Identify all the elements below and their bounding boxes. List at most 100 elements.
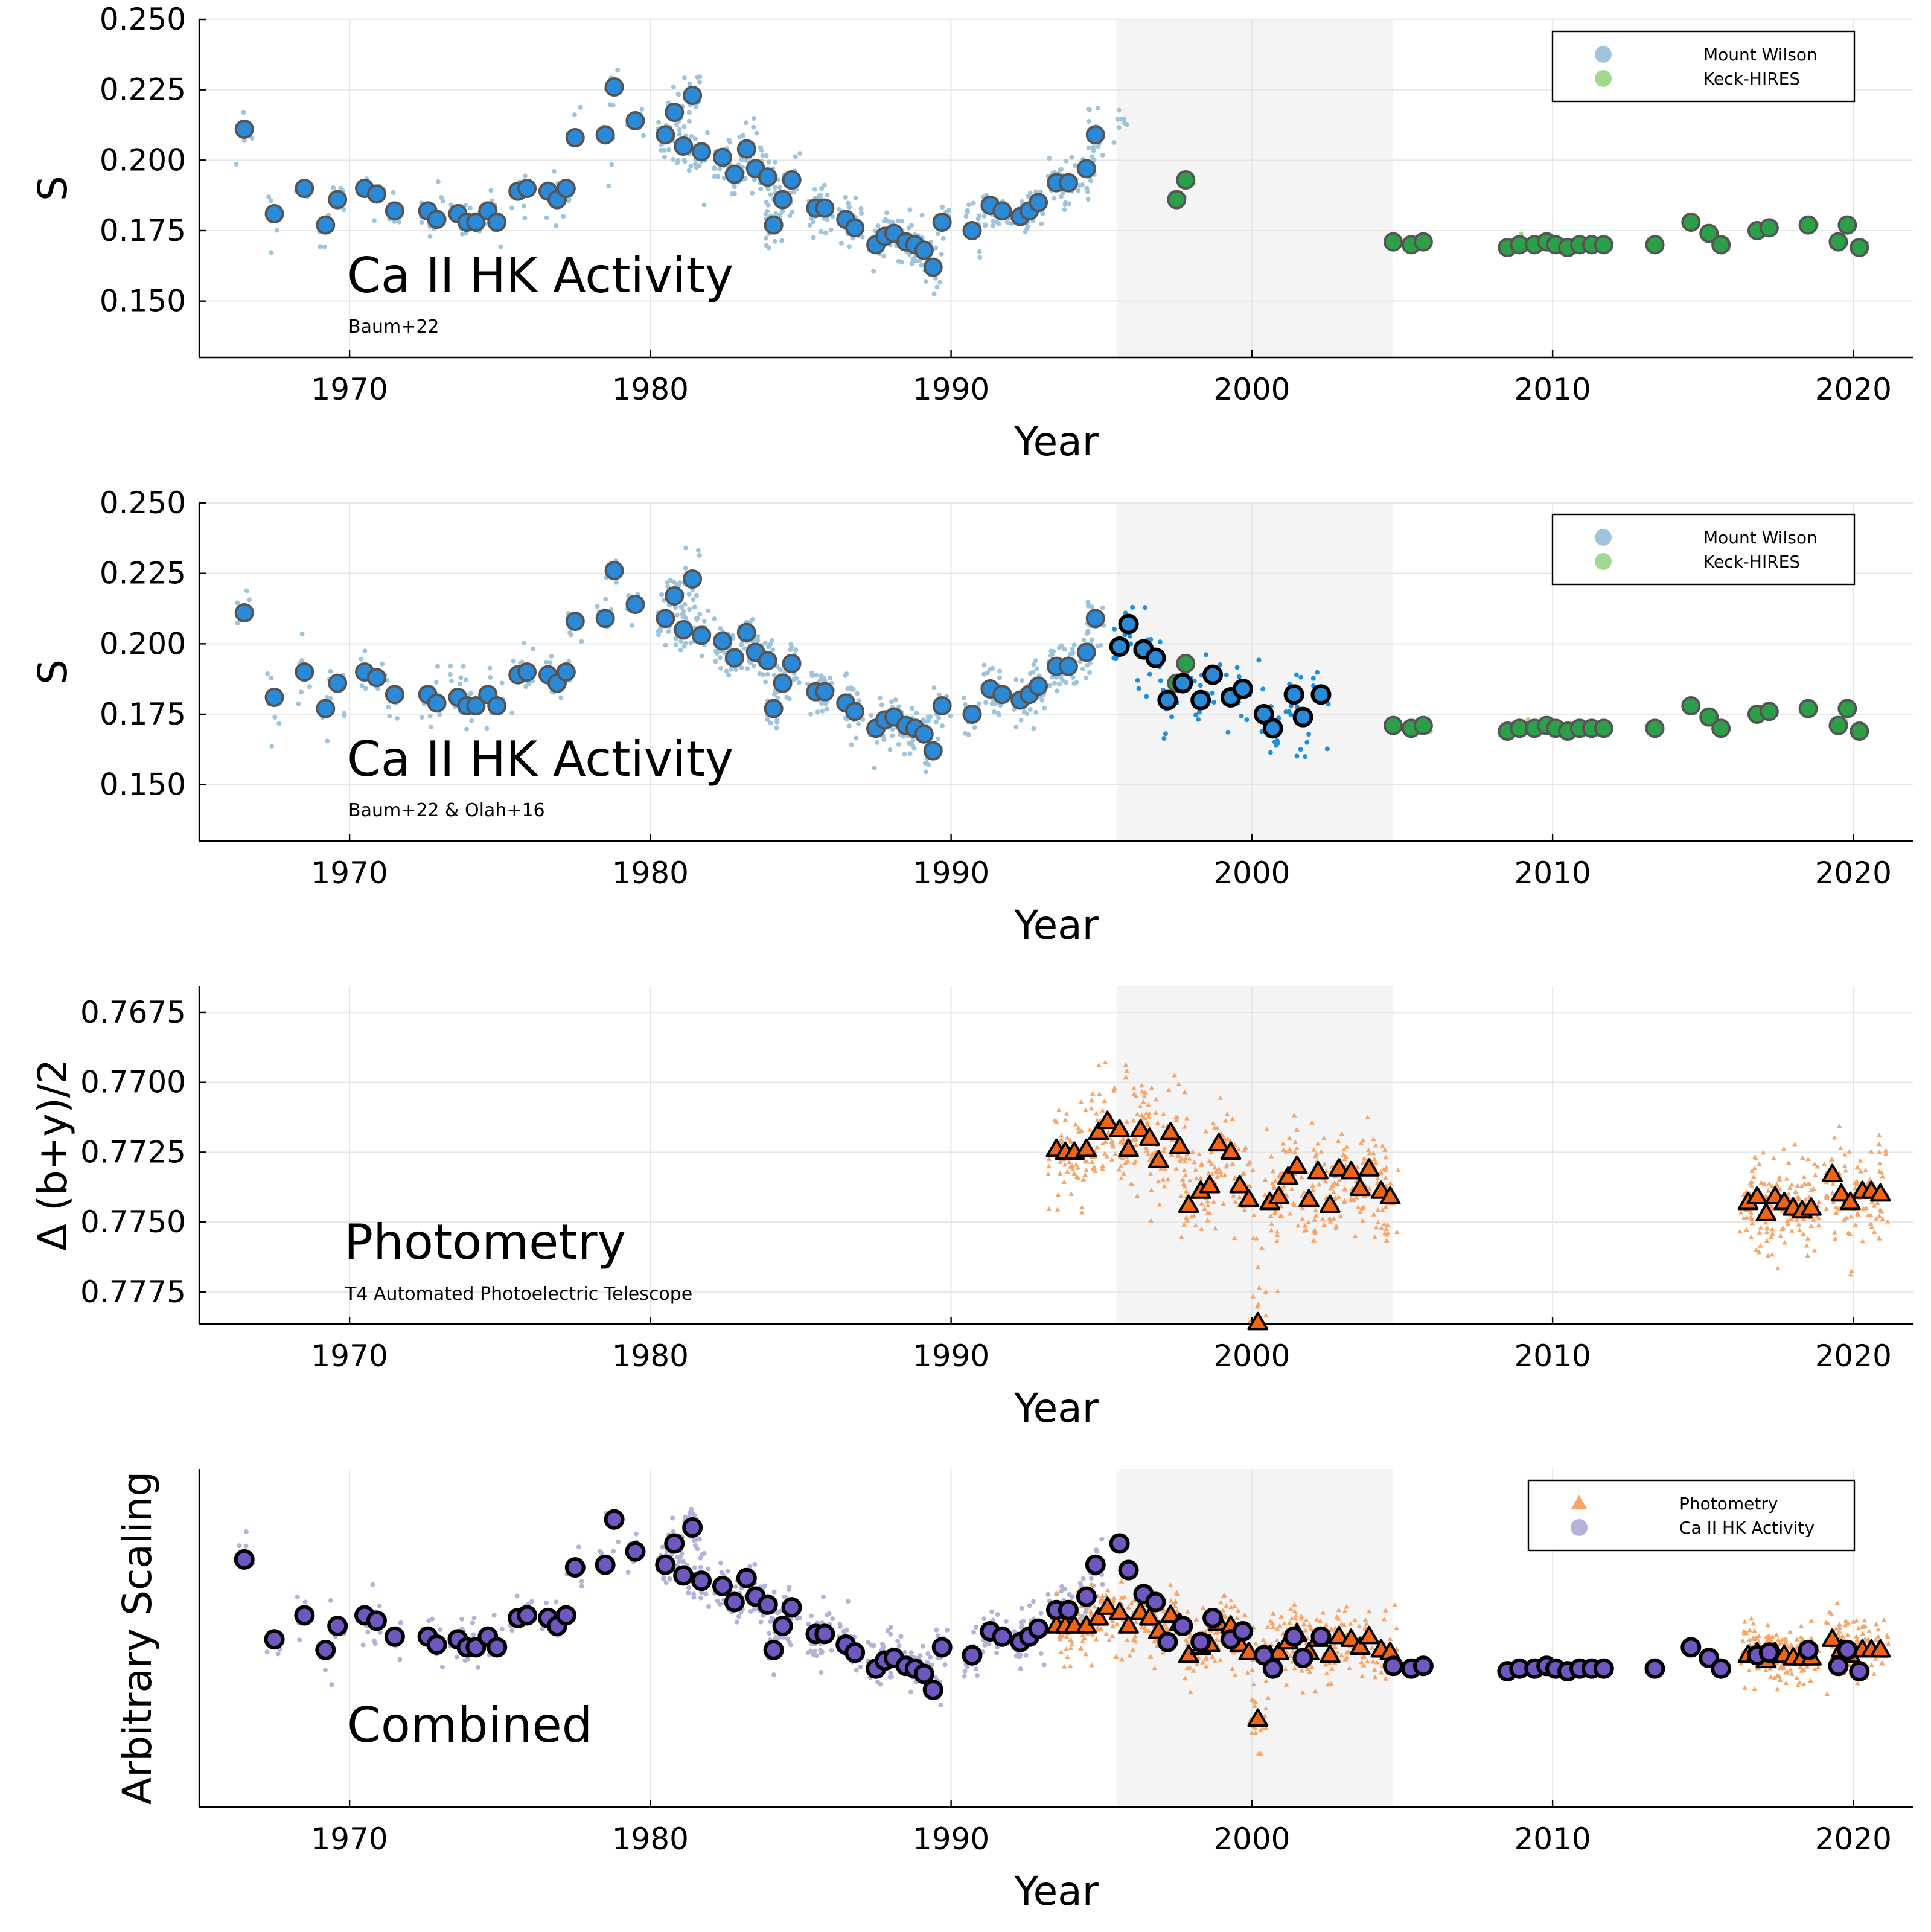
mount-wilson-observation xyxy=(809,670,814,676)
ca-hk-observation xyxy=(986,1642,992,1647)
photometry-observation xyxy=(1093,1636,1099,1642)
photometry-observation xyxy=(1204,1654,1209,1660)
photometry-observation xyxy=(1304,1666,1310,1671)
mount-wilson-observation xyxy=(856,698,861,703)
photometry-observation xyxy=(1300,1205,1305,1211)
photometry-observation xyxy=(1165,1176,1171,1182)
photometry-observation xyxy=(1120,1136,1126,1142)
mount-wilson-observation xyxy=(694,615,699,621)
photometry-observation xyxy=(1842,1622,1848,1628)
photometry-observation xyxy=(1146,1114,1152,1119)
photometry-observation xyxy=(1778,1663,1784,1668)
mount-wilson-mean xyxy=(1076,642,1096,662)
mount-wilson-observation xyxy=(768,720,773,726)
mount-wilson-observation xyxy=(1091,144,1096,150)
photometry-observation xyxy=(1193,1617,1199,1622)
mount-wilson-observation xyxy=(910,706,915,711)
mount-wilson-observation xyxy=(902,752,907,757)
photometry-observation xyxy=(1840,1633,1846,1639)
photometry-observation xyxy=(1281,1620,1288,1626)
mount-wilson-observation xyxy=(463,202,468,208)
photometry-observation xyxy=(1301,1189,1307,1195)
photometry-observation xyxy=(1079,1209,1085,1215)
photometry-observation xyxy=(1230,1116,1236,1121)
ca-hk-observation xyxy=(752,1561,758,1567)
photometry-observation xyxy=(1109,1618,1116,1623)
mount-wilson-observation xyxy=(666,147,671,152)
photometry-observation xyxy=(1833,1204,1839,1210)
photometry-observation xyxy=(1133,1142,1139,1148)
photometry-observation xyxy=(1089,1159,1095,1164)
photometry-mean xyxy=(1148,1150,1169,1168)
photometry-observation xyxy=(1272,1178,1278,1183)
photometry-observation xyxy=(1344,1604,1350,1609)
mount-wilson-observation xyxy=(990,665,995,671)
photometry-observation xyxy=(1750,1635,1756,1640)
mount-wilson-observation xyxy=(674,160,680,165)
photometry-mean xyxy=(1277,1166,1299,1185)
photometry-observation xyxy=(1145,1122,1151,1127)
ca-hk-observation xyxy=(962,1668,968,1674)
mount-wilson-observation xyxy=(674,636,679,641)
mount-wilson-observation xyxy=(916,258,922,264)
ca-hk-mean xyxy=(1711,1658,1732,1679)
mount-wilson-observation xyxy=(427,714,433,719)
mount-wilson-mean xyxy=(366,184,386,204)
mount-wilson-observation xyxy=(933,719,939,724)
mount-wilson-observation xyxy=(461,664,466,669)
ca-hk-observation xyxy=(771,1672,777,1677)
olah-observation xyxy=(1127,633,1132,639)
mount-wilson-observation xyxy=(895,218,901,223)
photometry-observation xyxy=(1769,1226,1775,1232)
ca-hk-observation xyxy=(981,1616,987,1622)
ca-hk-observation xyxy=(295,1594,300,1599)
olah-observation xyxy=(1193,712,1198,718)
photometry-observation xyxy=(1744,1215,1750,1220)
olah-observation xyxy=(1148,637,1154,642)
photometry-observation xyxy=(1200,1605,1206,1610)
photometry-observation xyxy=(1324,1671,1330,1675)
photometry-mean xyxy=(1088,1122,1109,1140)
photometry-observation xyxy=(1796,1222,1802,1227)
photometry-observation xyxy=(1260,1637,1266,1642)
photometry-observation xyxy=(1742,1685,1748,1690)
photometry-observation xyxy=(1046,1163,1052,1169)
legend-marker xyxy=(1595,70,1612,87)
olah-observation xyxy=(1198,683,1203,688)
photometry-observation xyxy=(1874,1200,1880,1205)
panel-subtitle: T4 Automated Photoelectric Telescope xyxy=(345,1284,692,1305)
ca-hk-observation xyxy=(896,1643,902,1648)
photometry-observation xyxy=(1155,1120,1161,1125)
ca-hk-observation xyxy=(703,1591,709,1597)
mount-wilson-mean xyxy=(782,654,802,673)
photometry-observation xyxy=(1111,1598,1117,1603)
mount-wilson-observation xyxy=(926,717,931,723)
photometry-observation xyxy=(1067,1159,1072,1165)
mount-wilson-observation xyxy=(433,679,439,685)
mount-wilson-observation xyxy=(662,155,667,160)
photometry-observation xyxy=(1200,1660,1205,1665)
ca-hk-observation xyxy=(514,1593,520,1599)
photometry-observation xyxy=(1370,1659,1376,1664)
mount-wilson-observation xyxy=(547,660,553,665)
photometry-observation xyxy=(1392,1602,1398,1607)
ca-hk-observation xyxy=(540,1627,545,1632)
photometry-observation xyxy=(1752,1686,1758,1691)
photometry-observation xyxy=(1768,1234,1774,1239)
photometry-observation xyxy=(1749,1179,1755,1184)
ca-hk-mean xyxy=(1758,1642,1779,1663)
mount-wilson-observation xyxy=(692,161,698,167)
photometry-observation xyxy=(1121,1171,1127,1176)
mount-wilson-mean xyxy=(295,662,314,682)
olah-observation xyxy=(1157,639,1163,645)
mount-wilson-observation xyxy=(745,666,750,671)
mount-wilson-observation xyxy=(935,736,940,741)
photometry-observation xyxy=(1795,1183,1801,1188)
photometry-mean xyxy=(1328,1625,1350,1645)
photometry-observation xyxy=(1262,1192,1268,1197)
mount-wilson-mean xyxy=(517,179,537,198)
olah-observation xyxy=(1112,626,1117,632)
photometry-observation xyxy=(1179,1234,1184,1239)
photometry-observation xyxy=(1871,1229,1877,1234)
ca-hk-observation xyxy=(748,1608,753,1614)
